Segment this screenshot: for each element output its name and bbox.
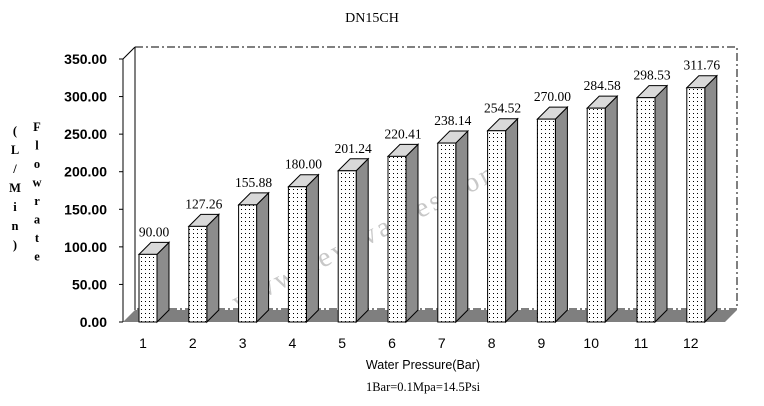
x-tick-label: 6 [388,335,396,351]
bar-1: 90.00 [137,224,171,324]
y-tick-label: 200.00 [64,164,107,180]
y-label-char: a [34,213,41,227]
bar-side [405,143,419,324]
y-label-char: L [11,143,19,157]
bar-side [604,94,618,324]
x-tick-label: 10 [583,335,599,351]
bar-side [355,157,369,324]
bar-front [337,170,357,323]
chart-subtitle: 1Bar=0.1Mpa=14.5Psi [366,380,481,394]
y-label-char: w [32,176,41,190]
y-label-char: l [35,139,39,153]
bar-3: 155.88 [235,175,272,324]
x-tick-label: 1 [139,335,147,351]
bar-10: 284.58 [584,78,621,324]
x-tick-label: 2 [189,335,197,351]
data-label: 298.53 [633,68,670,83]
data-label: 270.00 [534,89,571,104]
y-label-char: ( [13,124,17,138]
x-tick-label: 4 [289,335,297,351]
x-tick-labels: 1 2 3 4 5 6 7 8 9 10 11 12 [139,335,699,351]
x-tick-label: 12 [683,335,699,351]
y-label-char: M [9,181,21,195]
y-tick-label: 250.00 [64,126,107,142]
y-label-char: F [33,120,41,134]
bar-12: 311.76 [683,58,720,324]
y-tick-label: 150.00 [64,201,107,217]
y-label-char: t [35,231,40,245]
bar-6: 220.41 [384,126,422,324]
y-label-char: / [12,162,17,176]
data-label: 220.41 [384,126,421,141]
bar-front [387,155,407,323]
bar-7: 238.14 [434,113,472,324]
bar-front [188,225,208,323]
y-label-char: o [34,157,40,171]
x-tick-label: 9 [538,335,546,351]
bar-front [437,142,457,323]
y-label-char: e [34,250,40,264]
y-label-char: n [12,219,19,233]
bar-front [287,186,307,323]
bar-11: 298.53 [633,68,671,324]
bar-front [586,107,606,323]
plot-floor [123,310,737,322]
bar-side [305,173,319,324]
data-label: 155.88 [235,175,272,190]
data-label: 90.00 [139,224,170,239]
data-label: 201.24 [335,141,372,156]
bar-front [536,118,556,323]
y-label-char: i [13,200,17,214]
bar-side [156,241,170,324]
bar-side [206,213,220,324]
bar-side [256,191,270,324]
y-tick-label: 100.00 [64,239,107,255]
x-tick-label: 11 [634,335,649,351]
chart-title: DN15CH [345,11,399,26]
bar-2: 127.26 [185,196,223,324]
y-tick-labels: 0.00 50.00 100.00 150.00 200.00 250.00 300.00 3… [64,51,107,330]
data-label: 238.14 [434,113,471,128]
bar-front [686,87,706,323]
bar-5: 201.24 [335,141,372,324]
y-tick-label: 350.00 [64,51,107,67]
bar-side [554,105,568,324]
bar-front [138,253,158,323]
y-tick-label: 50.00 [72,276,107,292]
data-label: 284.58 [584,78,621,93]
bar-4: 180.00 [285,157,322,324]
bar-side [654,84,668,324]
y-tick-label: 0.00 [80,314,107,330]
bar-front [238,204,258,323]
bar-front [487,130,507,323]
y-label-char: r [34,194,40,208]
bar-front [636,97,656,323]
bars: 90.00 127.26 155.88 180.00 201.24 220.41 238.1… [137,58,720,324]
bar-side [704,74,718,324]
x-tick-label: 5 [338,335,346,351]
x-tick-label: 8 [488,335,496,351]
data-label: 254.52 [484,101,521,116]
x-tick-label: 7 [438,335,446,351]
x-tick-label: 3 [239,335,247,351]
data-label: 127.26 [185,196,222,211]
data-label: 180.00 [285,157,322,172]
y-axis [119,46,136,323]
data-label: 311.76 [683,58,720,73]
y-label-char: ) [13,238,17,252]
bar-9: 270.00 [534,89,571,324]
bar-8: 254.52 [484,101,521,324]
bar-side [505,117,519,324]
y-tick-label: 300.00 [64,89,107,105]
x-axis-label: Water Pressure(Bar) [366,358,480,372]
bar-side [455,129,469,324]
